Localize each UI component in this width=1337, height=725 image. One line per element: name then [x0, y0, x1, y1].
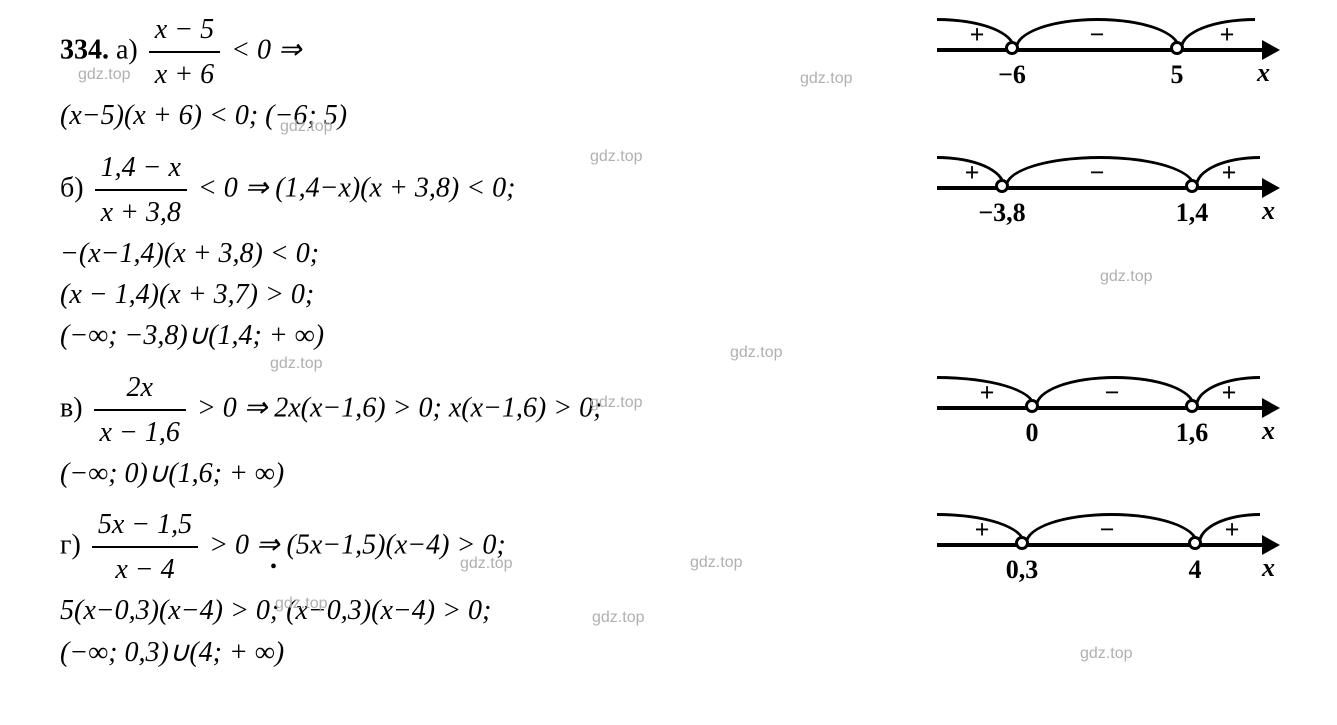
open-circle [1188, 536, 1202, 550]
arc [1180, 18, 1255, 48]
dot-g: • [270, 553, 277, 581]
sign-label: + [1225, 515, 1240, 545]
x-axis-label: x [1257, 58, 1270, 88]
line-g2: 5(x−0,3)(x−4) > 0; (x−0,3)(x−4) > 0; [60, 591, 907, 630]
sign-label: + [980, 378, 995, 408]
arrow-head-icon [1262, 398, 1280, 418]
rel-b: < 0 ⇒ (1,4−x)(x + 3,8) < 0; [198, 172, 516, 203]
diagram-v: 0 1,6 x + − + [937, 368, 1287, 458]
frac-a: x − 5 x + 6 [149, 10, 220, 94]
open-circle [1170, 41, 1184, 55]
line-a2: (x−5)(x + 6) < 0; (−6; 5) [60, 96, 907, 135]
tick-label: −3,8 [978, 198, 1025, 228]
watermark: gdz.top [800, 70, 852, 88]
open-circle [1005, 41, 1019, 55]
diagram-col-v: 0 1,6 x + − + [907, 368, 1287, 458]
watermark: gdz.top [460, 555, 512, 573]
text-col-b: б) 1,4 − x x + 3,8 < 0 ⇒ (1,4−x)(x + 3,8… [60, 148, 907, 358]
diagram-g: 0,3 4 x + − + [937, 505, 1287, 595]
diagram-b: −3,8 1,4 x + − + [937, 148, 1287, 238]
sign-label: + [1222, 378, 1237, 408]
sign-label: − [1105, 378, 1120, 408]
diagram-col-g: 0,3 4 x + − + [907, 505, 1287, 595]
watermark: gdz.top [1080, 645, 1132, 663]
text-col-g: г) 5x − 1,5 x − 4 > 0 ⇒ (5x−1,5)(x−4) > … [60, 505, 907, 674]
line-b2: −(x−1,4)(x + 3,8) < 0; [60, 234, 907, 273]
x-axis-label: x [1262, 553, 1275, 583]
section-v: в) 2x x − 1,6 > 0 ⇒ 2x(x−1,6) > 0; x(x−1… [60, 368, 1287, 496]
text-col-v: в) 2x x − 1,6 > 0 ⇒ 2x(x−1,6) > 0; x(x−1… [60, 368, 907, 496]
label-b: б) [60, 172, 84, 203]
tick-label: 1,6 [1176, 418, 1209, 448]
line-b3: (x − 1,4)(x + 3,7) > 0; [60, 275, 907, 314]
tick-label: 5 [1171, 60, 1184, 90]
watermark: gdz.top [730, 344, 782, 362]
watermark: gdz.top [590, 148, 642, 166]
problem-number: 334. [60, 35, 109, 66]
open-circle [1025, 399, 1039, 413]
text-col-a: 334. а) x − 5 x + 6 < 0 ⇒ (x−5)(x + 6) <… [60, 10, 907, 138]
sign-label: + [965, 158, 980, 188]
rel-a: < 0 ⇒ [231, 35, 301, 66]
diagram-col-a: −6 5 x + − + [907, 10, 1287, 100]
sign-label: − [1090, 158, 1105, 188]
x-axis-label: x [1262, 416, 1275, 446]
watermark: gdz.top [592, 609, 644, 627]
sign-label: + [970, 20, 985, 50]
tick-label: −6 [998, 60, 1026, 90]
line-v2: (−∞; 0)∪(1,6; + ∞) [60, 454, 907, 493]
tick-label: 0,3 [1006, 555, 1039, 585]
frac-g: 5x − 1,5 x − 4 [92, 505, 198, 589]
arrow-head-icon [1262, 535, 1280, 555]
watermark: gdz.top [590, 394, 642, 412]
diagram-col-b: −3,8 1,4 x + − + [907, 148, 1287, 238]
open-circle [1015, 536, 1029, 550]
watermark: gdz.top [1100, 268, 1152, 286]
line-g3: (−∞; 0,3)∪(4; + ∞) [60, 633, 907, 672]
open-circle [1185, 179, 1199, 193]
watermark: gdz.top [690, 554, 742, 572]
section-a: 334. а) x − 5 x + 6 < 0 ⇒ (x−5)(x + 6) <… [60, 10, 1287, 138]
tick-label: 4 [1189, 555, 1202, 585]
sign-label: − [1090, 20, 1105, 50]
label-g: г) [60, 530, 81, 561]
open-circle [995, 179, 1009, 193]
watermark: gdz.top [280, 118, 332, 136]
sign-label: − [1100, 515, 1115, 545]
section-b: б) 1,4 − x x + 3,8 < 0 ⇒ (1,4−x)(x + 3,8… [60, 148, 1287, 358]
rel-v: > 0 ⇒ 2x(x−1,6) > 0; x(x−1,6) > 0; [197, 392, 603, 423]
watermark: gdz.top [275, 595, 327, 613]
open-circle [1185, 399, 1199, 413]
arrow-head-icon [1262, 40, 1280, 60]
arrow-head-icon [1262, 178, 1280, 198]
x-axis-label: x [1262, 196, 1275, 226]
watermark: gdz.top [270, 355, 322, 373]
sign-label: + [1220, 20, 1235, 50]
tick-label: 1,4 [1176, 198, 1209, 228]
watermark: gdz.top [78, 66, 130, 84]
label-a: а) [116, 35, 138, 66]
sign-label: + [1222, 158, 1237, 188]
diagram-a: −6 5 x + − + [937, 10, 1287, 100]
frac-v: 2x x − 1,6 [94, 368, 186, 452]
label-v: в) [60, 392, 83, 423]
tick-label: 0 [1026, 418, 1039, 448]
sign-label: + [975, 515, 990, 545]
frac-b: 1,4 − x x + 3,8 [95, 148, 187, 232]
